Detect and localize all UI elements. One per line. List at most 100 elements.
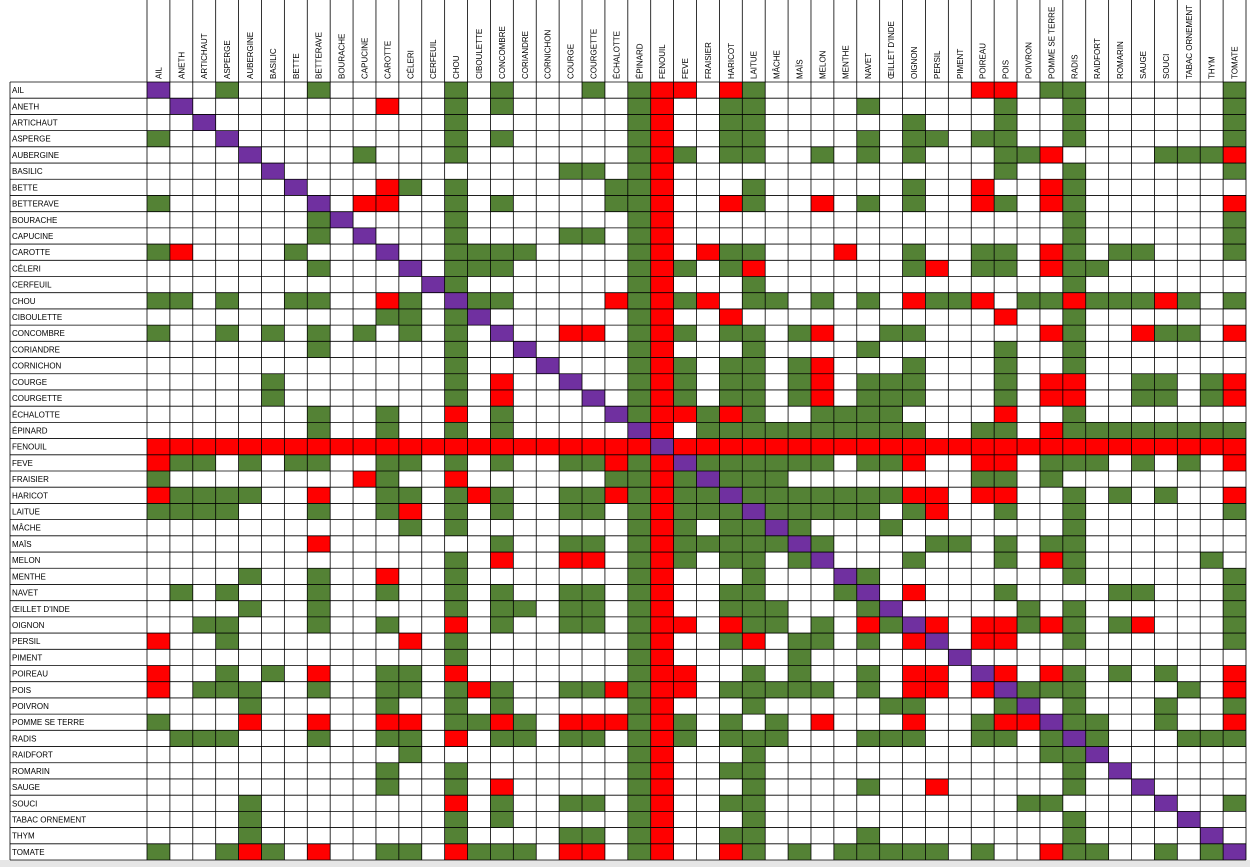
- cell: [902, 179, 926, 196]
- cell: [788, 357, 811, 374]
- cell: [604, 179, 628, 196]
- cell: [994, 471, 1018, 488]
- cell: [856, 730, 880, 747]
- cell: [650, 341, 674, 358]
- cell: [971, 179, 995, 196]
- cell: [833, 244, 857, 261]
- cell: [627, 146, 651, 164]
- cell: [719, 260, 743, 277]
- cell: [879, 389, 903, 407]
- row-label: ANETH: [12, 102, 39, 111]
- row-label: CORIANDRE: [12, 345, 60, 354]
- cell: [1062, 244, 1086, 261]
- cell: [330, 211, 354, 228]
- cell: [1085, 843, 1109, 860]
- cell: [192, 616, 216, 634]
- cell: [559, 681, 583, 698]
- cell: [215, 616, 239, 634]
- cell: [627, 778, 651, 796]
- cell: [1062, 98, 1086, 115]
- cell: [1223, 503, 1246, 520]
- cell: [650, 503, 674, 520]
- row-label: AUBERGINE: [12, 151, 59, 160]
- cell: [1062, 163, 1086, 180]
- cell: [902, 487, 926, 504]
- cell: [490, 389, 514, 407]
- cell: [444, 82, 468, 99]
- cell: [261, 325, 285, 342]
- cell: [673, 487, 697, 504]
- cell: [879, 373, 903, 390]
- cell: [169, 292, 193, 309]
- cell: [582, 227, 605, 245]
- column-label: CORNICHON: [544, 29, 553, 79]
- cell: [604, 681, 628, 698]
- cell: [948, 438, 972, 455]
- cell: [1062, 730, 1086, 747]
- cell: [788, 843, 811, 860]
- cell: [375, 714, 399, 731]
- column-label: COURGETTE: [589, 29, 598, 79]
- cell: [375, 438, 399, 455]
- cell: [971, 130, 995, 147]
- cell: [1177, 146, 1201, 164]
- cell: [444, 600, 468, 617]
- cell: [742, 681, 766, 698]
- cell: [215, 82, 239, 99]
- cell: [856, 341, 880, 358]
- cell: [1062, 714, 1086, 731]
- cell: [375, 681, 399, 698]
- cell: [856, 827, 880, 844]
- cell: [650, 276, 674, 293]
- cell: [444, 633, 468, 650]
- cell: [765, 714, 789, 731]
- cell: [261, 389, 285, 407]
- column-label: POIS: [1002, 60, 1011, 79]
- cell: [398, 746, 422, 763]
- cell: [650, 843, 674, 860]
- cell: [353, 146, 376, 164]
- cell: [1039, 730, 1063, 747]
- cell: [238, 600, 262, 617]
- cell: [169, 438, 193, 455]
- column-label: ARTICHAUT: [200, 33, 209, 79]
- row-label: MÂCHE: [12, 524, 41, 533]
- cell: [513, 438, 537, 455]
- cell: [650, 389, 674, 407]
- cell: [1131, 438, 1155, 455]
- cell: [719, 98, 743, 115]
- cell: [994, 584, 1018, 601]
- cell: [673, 535, 697, 553]
- cell: [627, 600, 651, 617]
- cell: [1062, 600, 1086, 617]
- cell: [1223, 616, 1246, 634]
- cell: [627, 325, 651, 342]
- column-label: FRAISIER: [704, 42, 713, 79]
- cell: [1085, 454, 1109, 471]
- cell: [673, 406, 697, 423]
- cell: [582, 454, 605, 471]
- cell: [375, 98, 399, 115]
- cell: [1223, 714, 1246, 731]
- cell: [810, 503, 834, 520]
- cell: [490, 454, 514, 471]
- cell: [1223, 292, 1246, 309]
- cell: [810, 357, 834, 374]
- cell: [444, 487, 468, 504]
- cell: [719, 827, 743, 844]
- column-label: AIL: [154, 66, 163, 79]
- row-label: CONCOMBRE: [12, 329, 65, 338]
- cell: [788, 325, 811, 342]
- cell: [925, 633, 949, 650]
- cell: [696, 454, 720, 471]
- cell: [559, 535, 583, 553]
- cell: [994, 82, 1018, 99]
- cell: [307, 503, 331, 520]
- cell: [147, 633, 170, 650]
- cell: [673, 665, 697, 682]
- column-label: BOURACHE: [338, 34, 347, 79]
- cell: [856, 195, 880, 212]
- cell: [627, 649, 651, 666]
- cell: [375, 422, 399, 439]
- cell: [879, 730, 903, 747]
